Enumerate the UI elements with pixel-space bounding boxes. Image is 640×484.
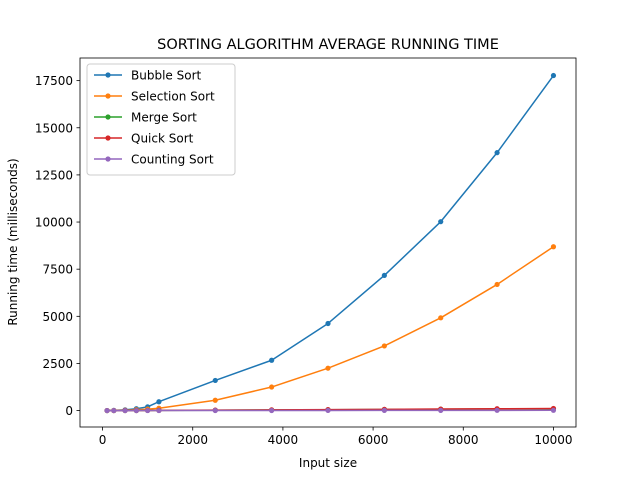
legend-swatch-marker (105, 72, 110, 77)
legend-label: Bubble Sort (131, 69, 201, 83)
data-point (438, 315, 443, 320)
x-tick-label: 4000 (268, 433, 299, 447)
legend-label: Quick Sort (131, 132, 194, 146)
x-tick-label: 2000 (177, 433, 208, 447)
data-point (111, 408, 116, 413)
data-point (122, 408, 127, 413)
data-point (213, 378, 218, 383)
data-point (382, 408, 387, 413)
data-point (213, 408, 218, 413)
data-point (494, 408, 499, 413)
data-point (134, 408, 139, 413)
y-tick-label: 0 (65, 404, 73, 418)
data-point (438, 219, 443, 224)
y-tick-label: 5000 (42, 310, 73, 324)
legend-label: Counting Sort (131, 153, 214, 167)
legend: Bubble Sort Selection Sort Merge Sort Quick… (87, 64, 235, 175)
data-point (145, 408, 150, 413)
x-tick-label: 6000 (358, 433, 389, 447)
data-point (382, 343, 387, 348)
data-point (325, 321, 330, 326)
data-point (269, 358, 274, 363)
y-axis-label: Running time (milliseconds) (6, 158, 20, 325)
x-tick-label: 10000 (534, 433, 572, 447)
x-tick-label: 0 (99, 433, 107, 447)
y-tick-label: 12500 (35, 168, 73, 182)
data-point (104, 408, 109, 413)
x-axis-label: Input size (299, 456, 357, 470)
y-tick-label: 17500 (35, 74, 73, 88)
y-tick-label: 10000 (35, 216, 73, 230)
legend-label: Merge Sort (131, 111, 197, 125)
data-point (551, 408, 556, 413)
legend-swatch-marker (105, 135, 110, 140)
data-point (551, 73, 556, 78)
data-point (551, 244, 556, 249)
chart-title: SORTING ALGORITHM AVERAGE RUNNING TIME (157, 37, 499, 53)
data-point (494, 150, 499, 155)
data-point (325, 366, 330, 371)
data-point (494, 282, 499, 287)
legend-swatch-marker (105, 93, 110, 98)
data-point (382, 273, 387, 278)
data-point (269, 408, 274, 413)
data-point (325, 408, 330, 413)
y-tick-label: 2500 (42, 357, 73, 371)
y-tick-label: 7500 (42, 263, 73, 277)
data-point (156, 399, 161, 404)
legend-swatch-marker (105, 114, 110, 119)
legend-label: Selection Sort (131, 90, 215, 104)
legend-swatch-marker (105, 156, 110, 161)
data-point (156, 408, 161, 413)
data-point (438, 408, 443, 413)
data-point (269, 384, 274, 389)
x-tick-label: 8000 (448, 433, 479, 447)
y-tick-label: 15000 (35, 121, 73, 135)
data-point (213, 398, 218, 403)
